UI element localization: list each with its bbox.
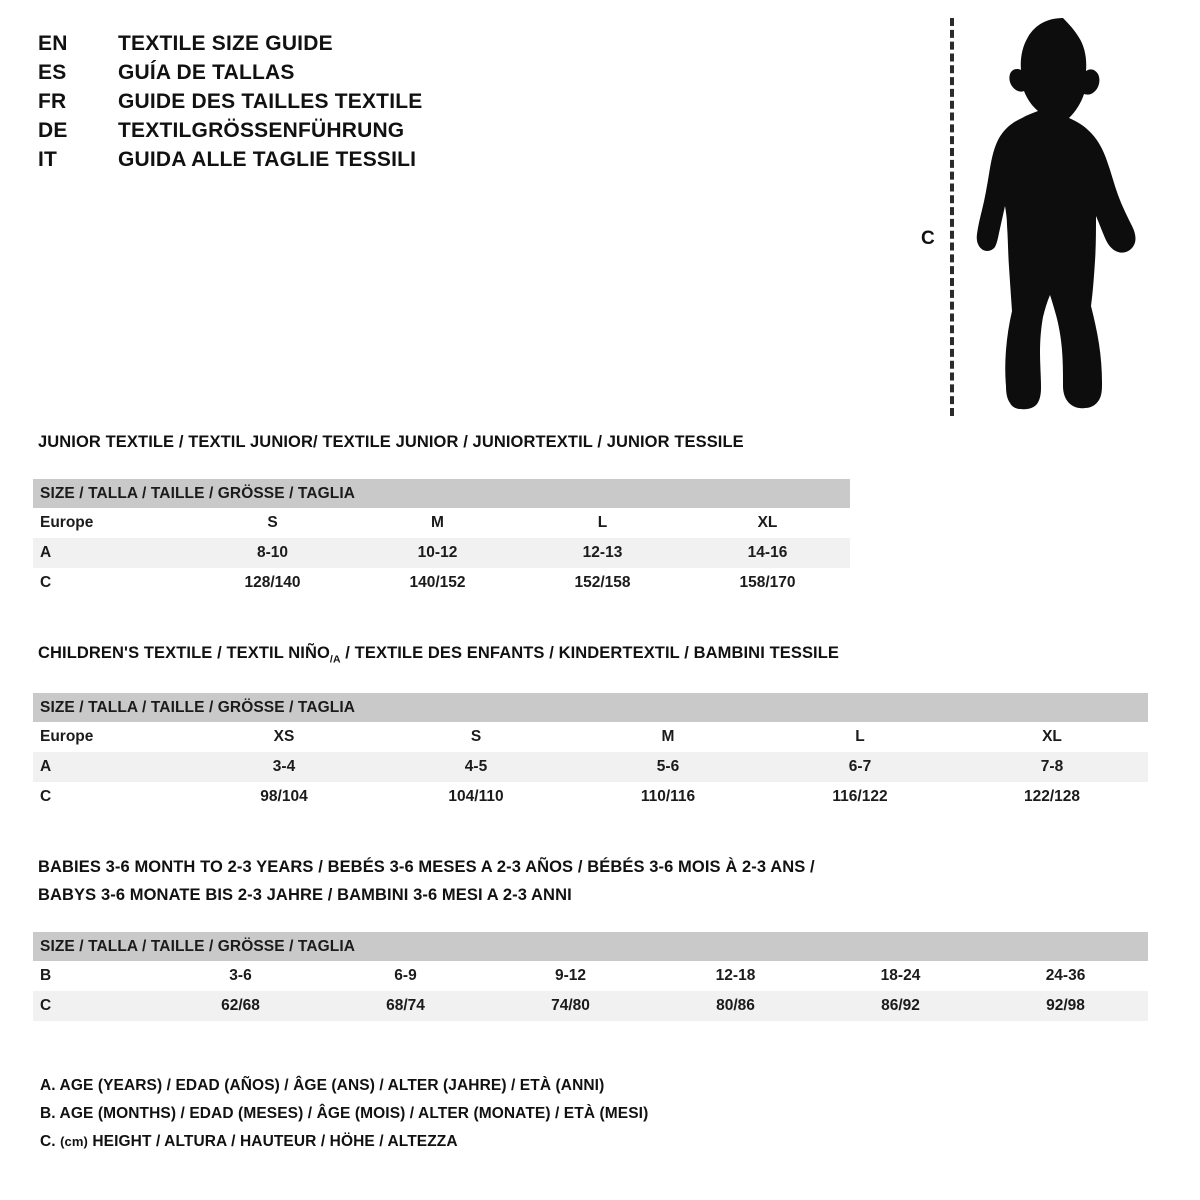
babies-age-col1: 3-6 bbox=[158, 961, 323, 991]
babies-age-col3: 9-12 bbox=[488, 961, 653, 991]
junior-age-xl: 14-16 bbox=[685, 538, 851, 568]
section-heading-junior: JUNIOR TEXTILE / TEXTIL JUNIOR/ TEXTILE … bbox=[38, 433, 744, 451]
language-row-en: EN TEXTILE SIZE GUIDE bbox=[38, 32, 558, 61]
junior-table-band-label: SIZE / TALLA / TAILLE / GRÖSSE / TAGLIA bbox=[33, 479, 851, 508]
table-row: Europe S M L XL bbox=[33, 508, 851, 538]
children-age-xl: 7-8 bbox=[956, 752, 1149, 782]
junior-row-label-europe: Europe bbox=[33, 508, 190, 538]
legend-line-a: A. AGE (YEARS) / EDAD (AÑOS) / ÂGE (ANS)… bbox=[40, 1077, 605, 1094]
junior-height-m: 140/152 bbox=[355, 568, 520, 598]
legend-line-c-unit: (cm) bbox=[60, 1134, 88, 1149]
language-row-de: DE TEXTILGRÖSSENFÜHRUNG bbox=[38, 119, 558, 148]
junior-age-l: 12-13 bbox=[520, 538, 685, 568]
babies-table-band: SIZE / TALLA / TAILLE / GRÖSSE / TAGLIA bbox=[33, 932, 1149, 961]
junior-table-band: SIZE / TALLA / TAILLE / GRÖSSE / TAGLIA bbox=[33, 479, 851, 508]
junior-age-m: 10-12 bbox=[355, 538, 520, 568]
babies-age-col6: 24-36 bbox=[983, 961, 1149, 991]
language-code-de: DE bbox=[38, 119, 68, 142]
babies-height-col5: 86/92 bbox=[818, 991, 983, 1021]
junior-row-label-a: A bbox=[33, 538, 190, 568]
legend-block: A. AGE (YEARS) / EDAD (AÑOS) / ÂGE (ANS)… bbox=[40, 1072, 1040, 1156]
table-row: C 98/104 104/110 110/116 116/122 122/128 bbox=[33, 782, 1149, 812]
section-heading-children-subscript: /A bbox=[329, 653, 341, 666]
babies-height-col2: 68/74 bbox=[323, 991, 488, 1021]
junior-size-xl: XL bbox=[685, 508, 851, 538]
children-age-s: 4-5 bbox=[380, 752, 572, 782]
children-table-band: SIZE / TALLA / TAILLE / GRÖSSE / TAGLIA bbox=[33, 693, 1149, 722]
babies-height-col1: 62/68 bbox=[158, 991, 323, 1021]
vertical-dashed-measure-line-icon bbox=[950, 18, 954, 416]
language-row-es: ES GUÍA DE TALLAS bbox=[38, 61, 558, 90]
language-title-fr: GUIDE DES TAILLES TEXTILE bbox=[118, 90, 423, 113]
section-heading-children: CHILDREN'S TEXTILE / TEXTIL NIÑO/A / TEX… bbox=[38, 644, 839, 665]
junior-size-table: SIZE / TALLA / TAILLE / GRÖSSE / TAGLIA … bbox=[33, 479, 851, 598]
table-row: C 62/68 68/74 74/80 80/86 86/92 92/98 bbox=[33, 991, 1149, 1021]
language-row-it: IT GUIDA ALLE TAGLIE TESSILI bbox=[38, 148, 558, 177]
children-row-label-a: A bbox=[33, 752, 188, 782]
table-row: A 3-4 4-5 5-6 6-7 7-8 bbox=[33, 752, 1149, 782]
children-size-m: M bbox=[572, 722, 764, 752]
table-row: A 8-10 10-12 12-13 14-16 bbox=[33, 538, 851, 568]
table-row: Europe XS S M L XL bbox=[33, 722, 1149, 752]
junior-size-s: S bbox=[190, 508, 355, 538]
language-code-en: EN bbox=[38, 32, 68, 55]
babies-table-band-label: SIZE / TALLA / TAILLE / GRÖSSE / TAGLIA bbox=[33, 932, 1149, 961]
babies-size-table: SIZE / TALLA / TAILLE / GRÖSSE / TAGLIA … bbox=[33, 932, 1149, 1021]
table-row: B 3-6 6-9 9-12 12-18 18-24 24-36 bbox=[33, 961, 1149, 991]
children-height-xl: 122/128 bbox=[956, 782, 1149, 812]
toddler-silhouette-icon bbox=[976, 18, 1136, 410]
height-measurement-figure: C bbox=[905, 14, 1155, 419]
children-height-xs: 98/104 bbox=[188, 782, 380, 812]
babies-age-col4: 12-18 bbox=[653, 961, 818, 991]
children-row-label-europe: Europe bbox=[33, 722, 188, 752]
children-height-s: 104/110 bbox=[380, 782, 572, 812]
children-age-xs: 3-4 bbox=[188, 752, 380, 782]
children-size-xl: XL bbox=[956, 722, 1149, 752]
section-heading-babies-line1: BABIES 3-6 MONTH TO 2-3 YEARS / BEBÉS 3-… bbox=[38, 858, 815, 876]
language-title-en: TEXTILE SIZE GUIDE bbox=[118, 32, 333, 55]
babies-height-col4: 80/86 bbox=[653, 991, 818, 1021]
language-code-it: IT bbox=[38, 148, 58, 171]
children-height-l: 116/122 bbox=[764, 782, 956, 812]
legend-line-c: C. (cm) HEIGHT / ALTURA / HAUTEUR / HÖHE… bbox=[40, 1128, 1040, 1156]
language-title-es: GUÍA DE TALLAS bbox=[118, 61, 295, 84]
language-code-fr: FR bbox=[38, 90, 67, 113]
babies-row-label-b: B bbox=[33, 961, 158, 991]
height-measure-label-c: C bbox=[921, 228, 935, 249]
junior-size-m: M bbox=[355, 508, 520, 538]
language-row-fr: FR GUIDE DES TAILLES TEXTILE bbox=[38, 90, 558, 119]
children-age-m: 5-6 bbox=[572, 752, 764, 782]
children-table-band-label: SIZE / TALLA / TAILLE / GRÖSSE / TAGLIA bbox=[33, 693, 1149, 722]
legend-line-c-text: HEIGHT / ALTURA / HAUTEUR / HÖHE / ALTEZ… bbox=[87, 1133, 458, 1150]
children-size-s: S bbox=[380, 722, 572, 752]
junior-size-l: L bbox=[520, 508, 685, 538]
junior-height-xl: 158/170 bbox=[685, 568, 851, 598]
children-row-label-c: C bbox=[33, 782, 188, 812]
children-size-table: SIZE / TALLA / TAILLE / GRÖSSE / TAGLIA … bbox=[33, 693, 1149, 812]
junior-row-label-c: C bbox=[33, 568, 190, 598]
babies-height-col6: 92/98 bbox=[983, 991, 1149, 1021]
children-size-xs: XS bbox=[188, 722, 380, 752]
legend-line-c-prefix: C. bbox=[40, 1133, 61, 1150]
babies-age-col5: 18-24 bbox=[818, 961, 983, 991]
junior-height-l: 152/158 bbox=[520, 568, 685, 598]
children-size-l: L bbox=[764, 722, 956, 752]
language-title-it: GUIDA ALLE TAGLIE TESSILI bbox=[118, 148, 417, 171]
legend-line-b: B. AGE (MONTHS) / EDAD (MESES) / ÂGE (MO… bbox=[40, 1105, 649, 1122]
children-age-l: 6-7 bbox=[764, 752, 956, 782]
language-title-block: EN TEXTILE SIZE GUIDE ES GUÍA DE TALLAS … bbox=[38, 32, 558, 177]
section-heading-children-part1: CHILDREN'S TEXTILE / TEXTIL NIÑO bbox=[38, 644, 330, 662]
babies-row-label-c: C bbox=[33, 991, 158, 1021]
junior-height-s: 128/140 bbox=[190, 568, 355, 598]
junior-age-s: 8-10 bbox=[190, 538, 355, 568]
babies-age-col2: 6-9 bbox=[323, 961, 488, 991]
children-height-m: 110/116 bbox=[572, 782, 764, 812]
language-code-es: ES bbox=[38, 61, 67, 84]
table-row: C 128/140 140/152 152/158 158/170 bbox=[33, 568, 851, 598]
babies-height-col3: 74/80 bbox=[488, 991, 653, 1021]
language-title-de: TEXTILGRÖSSENFÜHRUNG bbox=[118, 119, 405, 142]
section-heading-children-part2: / TEXTILE DES ENFANTS / KINDERTEXTIL / B… bbox=[340, 644, 840, 662]
section-heading-babies-line2: BABYS 3-6 MONATE BIS 2-3 JAHRE / BAMBINI… bbox=[38, 886, 572, 904]
